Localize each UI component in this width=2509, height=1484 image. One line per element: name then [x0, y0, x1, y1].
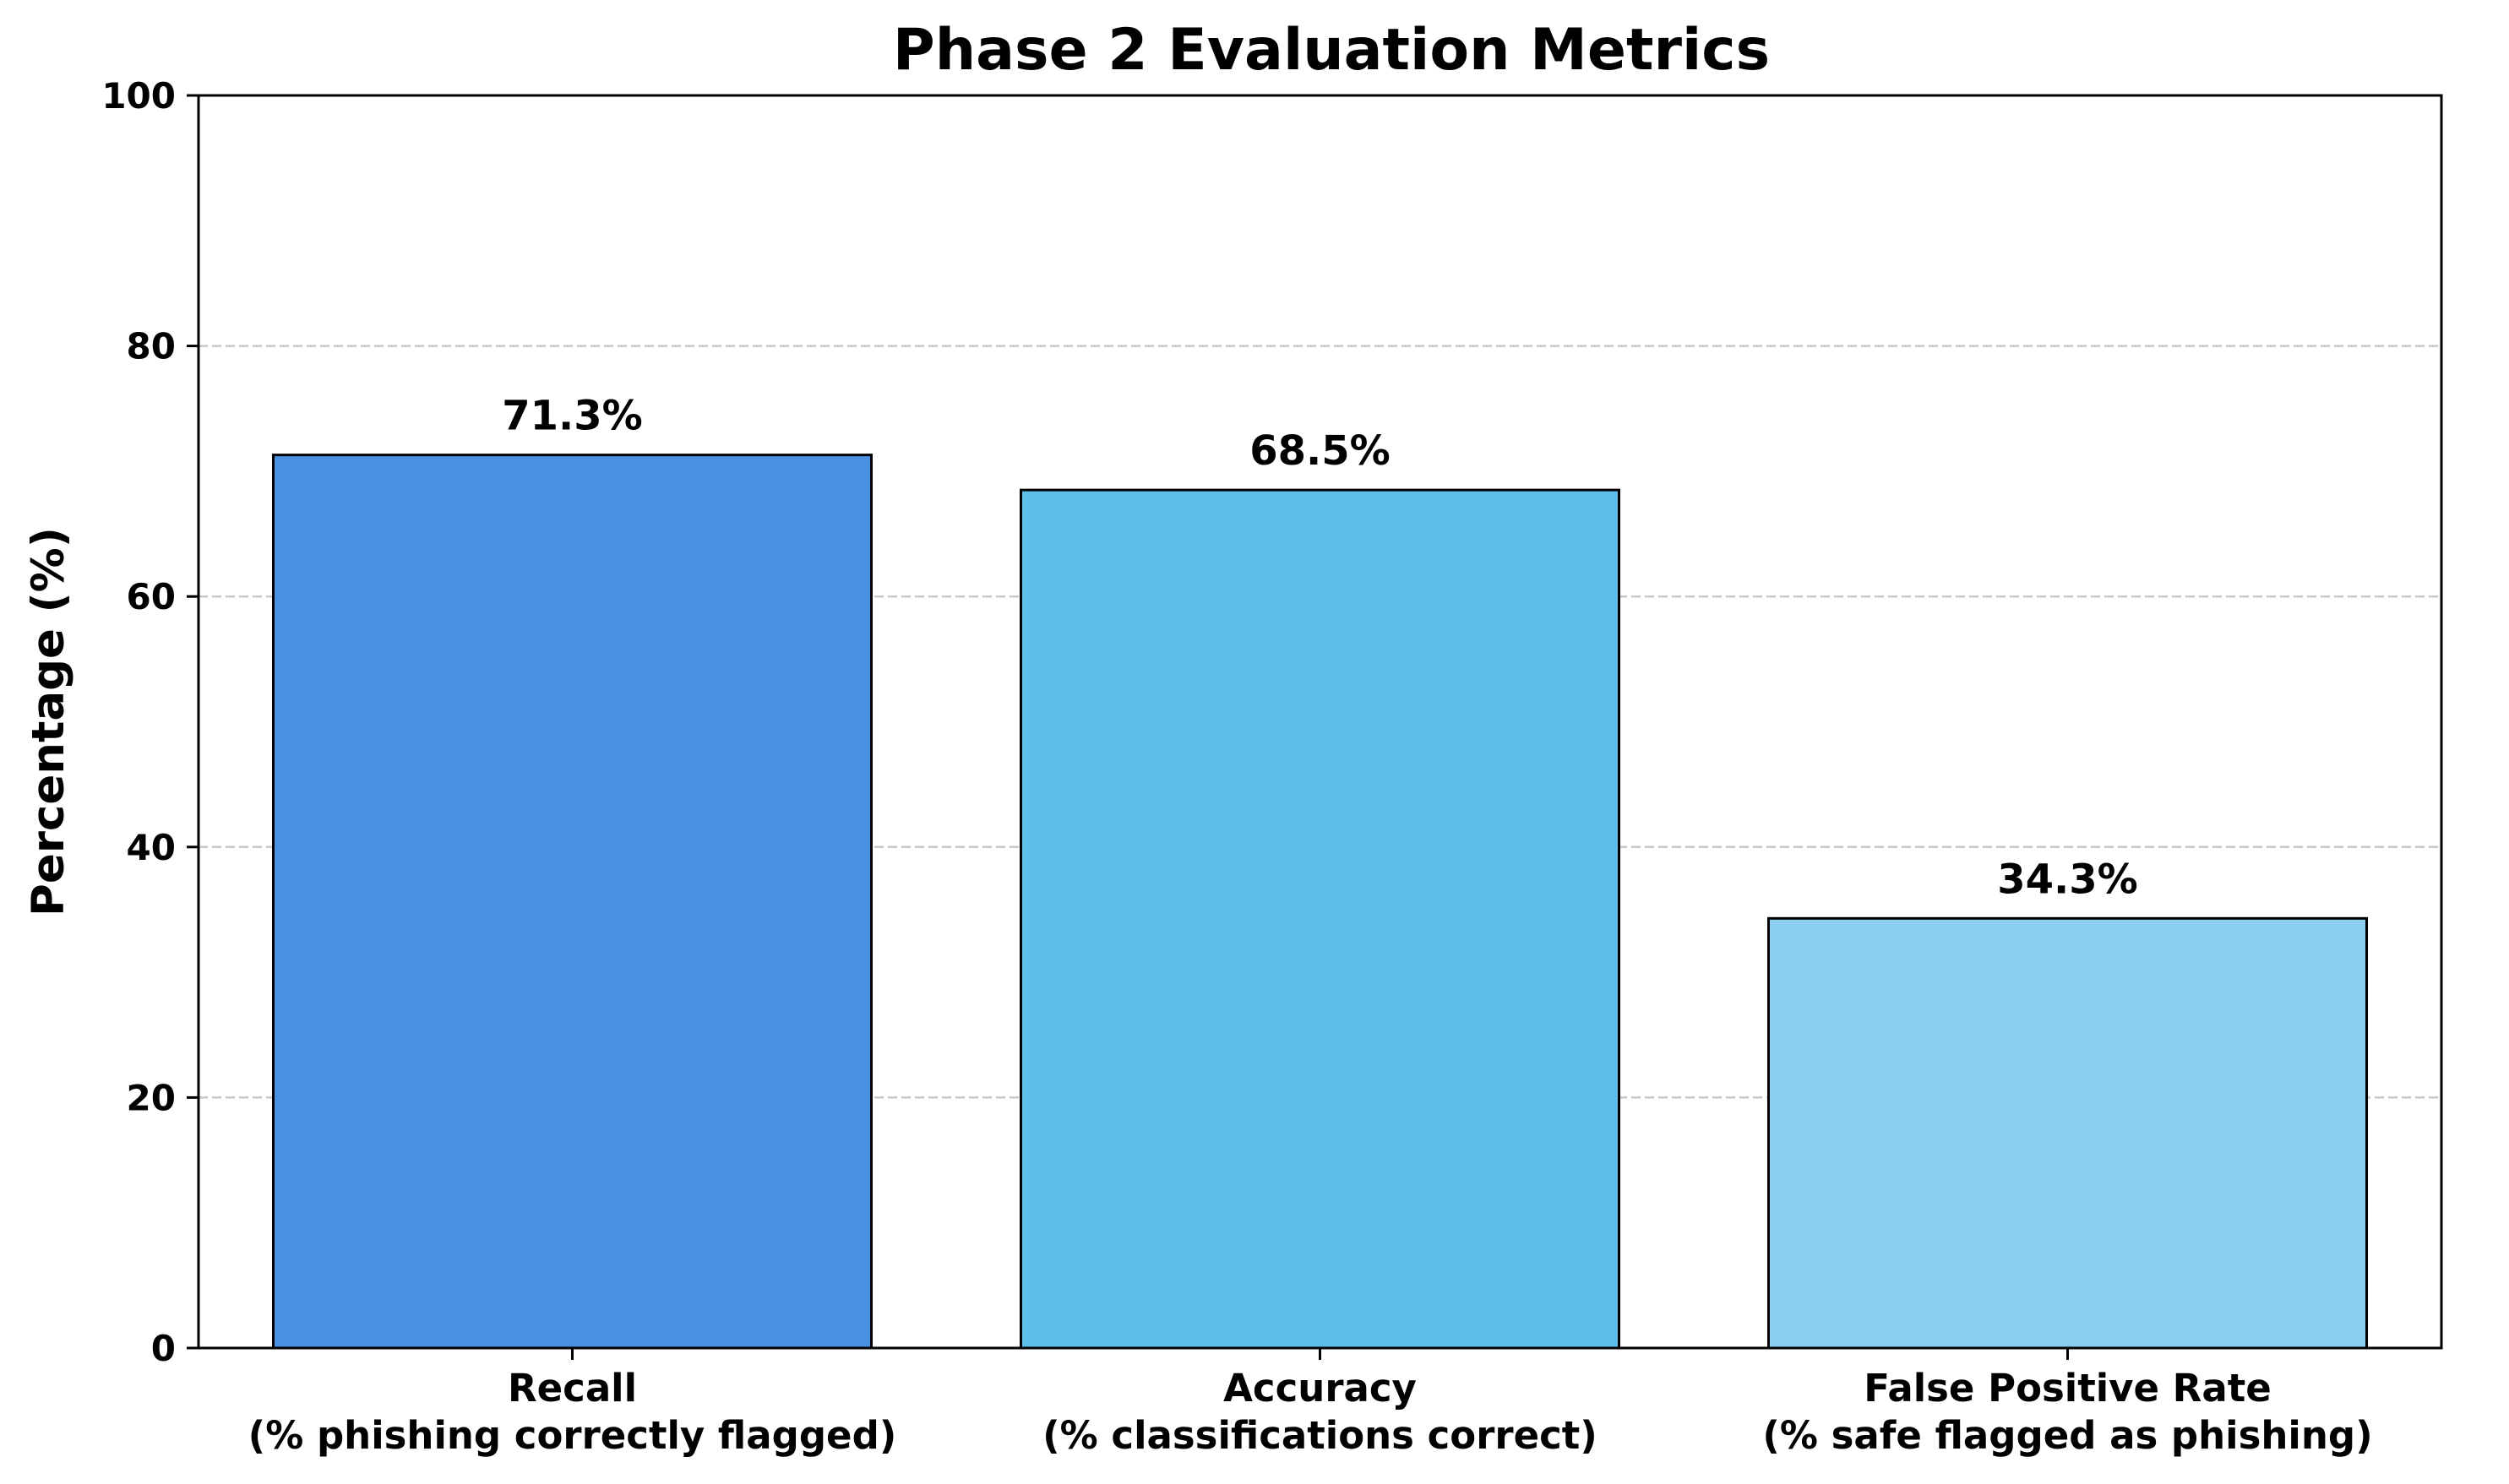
- y-tick-label: 100: [101, 75, 176, 117]
- y-tick-label: 60: [127, 576, 176, 617]
- x-tick-label: Recall: [508, 1366, 637, 1411]
- data-labels: 71.3% 68.5% 34.3%: [502, 393, 2138, 904]
- y-tick-label: 0: [151, 1328, 176, 1369]
- y-tick-label: 20: [127, 1077, 176, 1118]
- y-tick-label: 40: [127, 827, 176, 868]
- x-tick-label: Accuracy: [1223, 1366, 1417, 1411]
- bars: [272, 454, 2368, 1350]
- data-label: 71.3%: [502, 393, 643, 440]
- x-tick-label: False Positive Rate: [1864, 1366, 2271, 1411]
- x-tick-label: (% phishing correctly flagged): [248, 1413, 897, 1458]
- bar: [1020, 488, 1620, 1350]
- y-axis-label: Percentage (%): [23, 527, 74, 916]
- bar: [272, 454, 873, 1350]
- chart-title: Phase 2 Evaluation Metrics: [893, 17, 1770, 84]
- bar: [1767, 916, 2368, 1350]
- x-axis: Recall(% phishing correctly flagged) Accu…: [248, 1348, 2373, 1458]
- x-tick-label: (% safe flagged as phishing): [1762, 1413, 2372, 1458]
- data-label: 34.3%: [1997, 856, 2138, 903]
- x-tick-label: (% classifications correct): [1042, 1413, 1597, 1458]
- y-axis: 0 20 40 60 80 100: [101, 75, 199, 1369]
- data-label: 68.5%: [1249, 427, 1391, 475]
- y-tick-label: 80: [127, 326, 176, 367]
